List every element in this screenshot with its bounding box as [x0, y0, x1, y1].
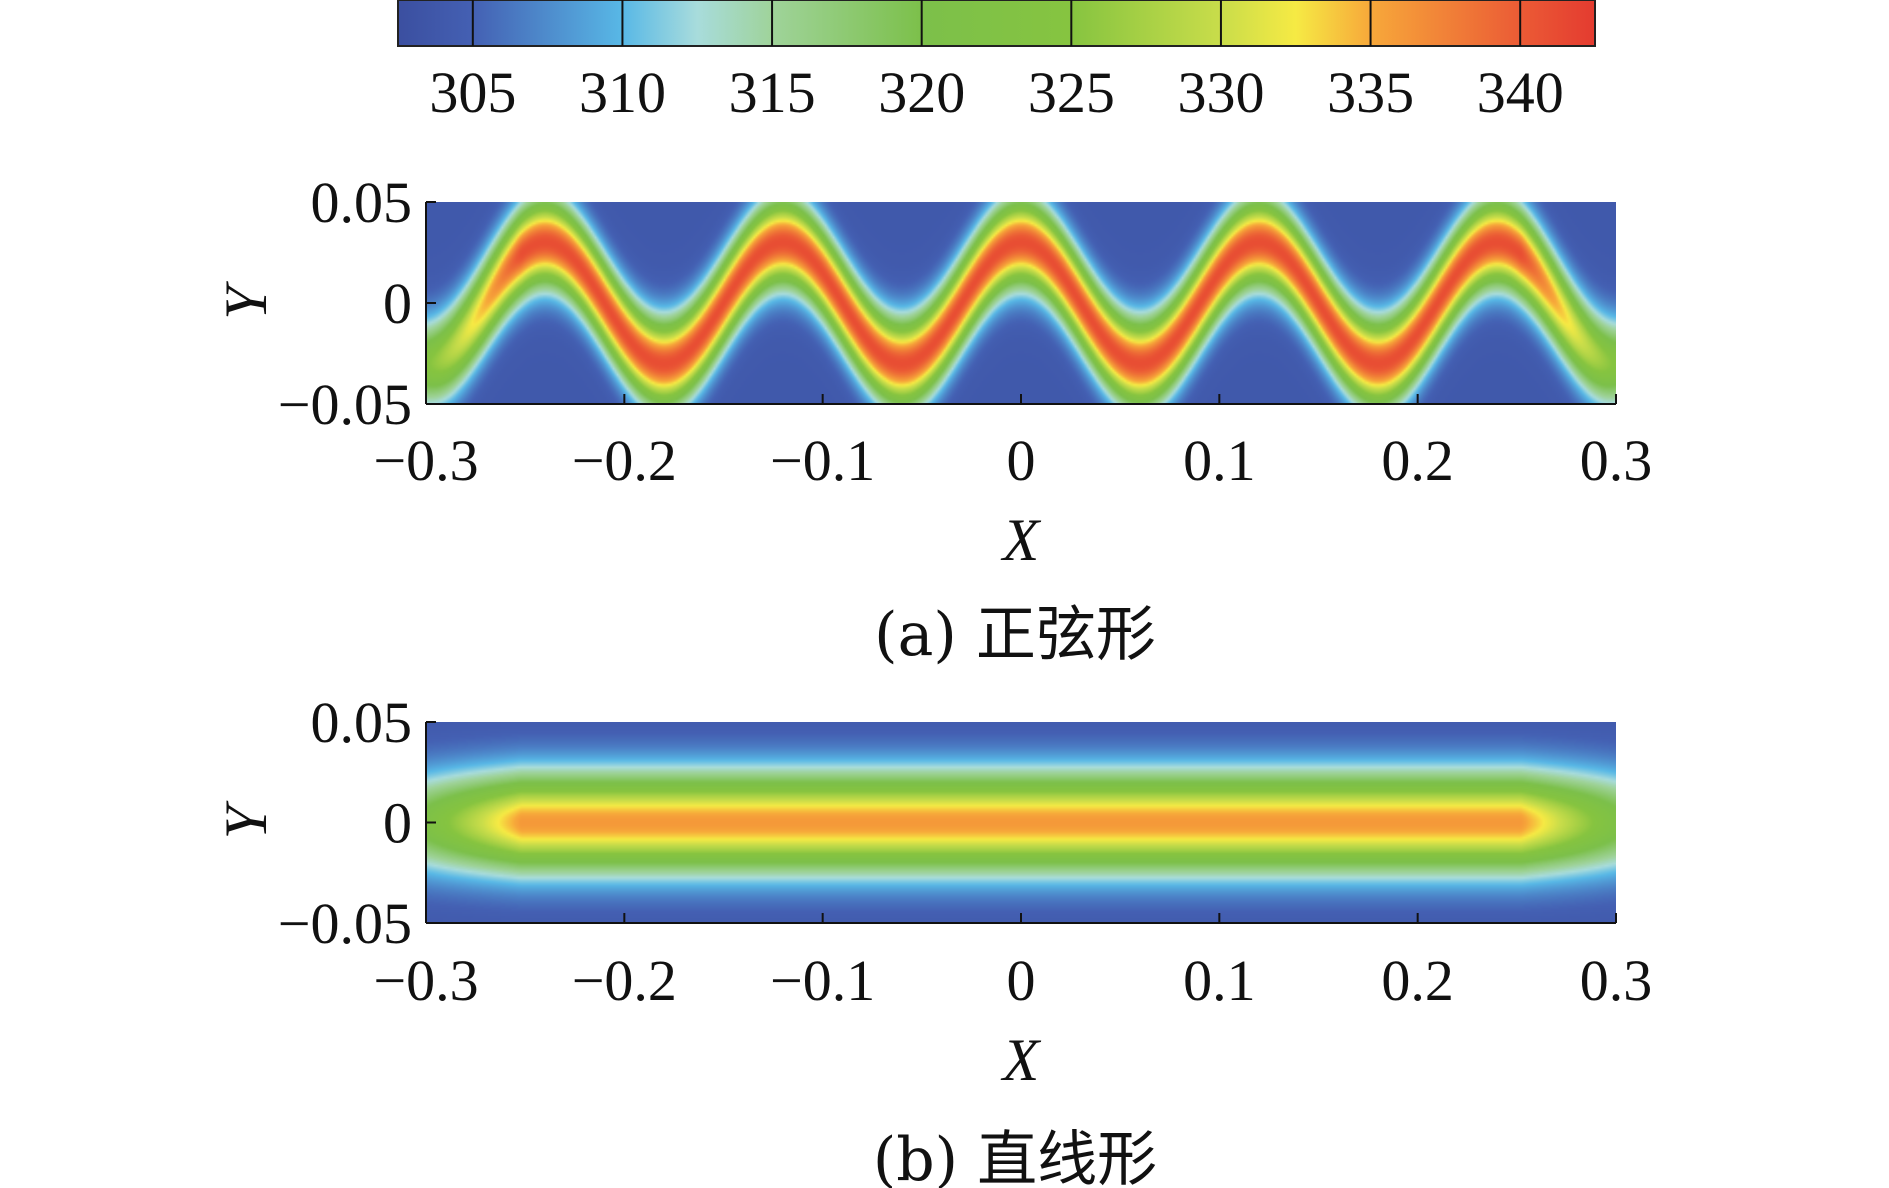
y-tick-label: 0.05 [311, 170, 413, 235]
colorbar-tick-label: 325 [1028, 60, 1115, 125]
caption-b: (b) 直线形 [873, 1125, 1157, 1188]
colorbar-tick-label: 320 [878, 60, 965, 125]
colorbar-tick-label: 305 [429, 60, 516, 125]
x-tick-label: −0.2 [572, 948, 677, 1013]
y-tick-label: −0.05 [278, 372, 412, 437]
x-tick-label: 0 [1007, 428, 1036, 493]
y-tick-label: 0.05 [311, 690, 413, 755]
x-tick-label: 0.2 [1381, 948, 1454, 1013]
x-tick-label: −0.3 [373, 948, 478, 1013]
panel-b-straight: −0.3 −0.2 −0.1 0 0.1 0.2 0.3 0.05 0 −0.05 X Y (b)… [213, 690, 1652, 1188]
heatmap-b [426, 722, 1616, 923]
x-tick-label: −0.1 [770, 428, 875, 493]
y-axis-title-b: Y [213, 800, 279, 839]
x-tick-label: −0.3 [373, 428, 478, 493]
panel-a-sinusoidal: −0.3 −0.2 −0.1 0 0.1 0.2 0.3 0.05 0 −0.05 X Y (a)… [213, 170, 1652, 670]
y-tick-label: 0 [383, 271, 412, 336]
heatmap-a [426, 202, 1616, 404]
y-tick-label: −0.05 [278, 891, 412, 956]
x-axis-title-a: X [1001, 507, 1042, 573]
x-axis-title-b: X [1001, 1027, 1042, 1093]
axes-a: −0.3 −0.2 −0.1 0 0.1 0.2 0.3 0.05 0 −0.05 [278, 170, 1652, 493]
colorbar-tick-label: 310 [579, 60, 666, 125]
colorbar-tick-label: 315 [729, 60, 816, 125]
caption-a: (a) 正弦形 [874, 600, 1156, 670]
x-tick-label: −0.1 [770, 948, 875, 1013]
x-tick-label: 0 [1007, 948, 1036, 1013]
x-tick-label: 0.3 [1580, 948, 1653, 1013]
colorbar-tick-label: 340 [1477, 60, 1564, 125]
x-tick-label: −0.2 [572, 428, 677, 493]
y-tick-label: 0 [383, 791, 412, 856]
colorbar: 305 310 315 320 325 330 335 340 [397, 0, 1596, 125]
x-tick-label: 0.3 [1580, 428, 1653, 493]
colorbar-tick-labels: 305 310 315 320 325 330 335 340 [429, 60, 1563, 125]
y-axis-title-a: Y [213, 281, 279, 320]
x-tick-label: 0.2 [1381, 428, 1454, 493]
colorbar-gradient [397, 0, 1596, 47]
colorbar-ticks [471, 0, 1522, 46]
x-tick-label: 0.1 [1183, 948, 1256, 1013]
x-tick-label: 0.1 [1183, 428, 1256, 493]
colorbar-tick-label: 330 [1177, 60, 1264, 125]
colorbar-tick-label: 335 [1327, 60, 1414, 125]
axes-b: −0.3 −0.2 −0.1 0 0.1 0.2 0.3 0.05 0 −0.05 [278, 690, 1652, 1013]
